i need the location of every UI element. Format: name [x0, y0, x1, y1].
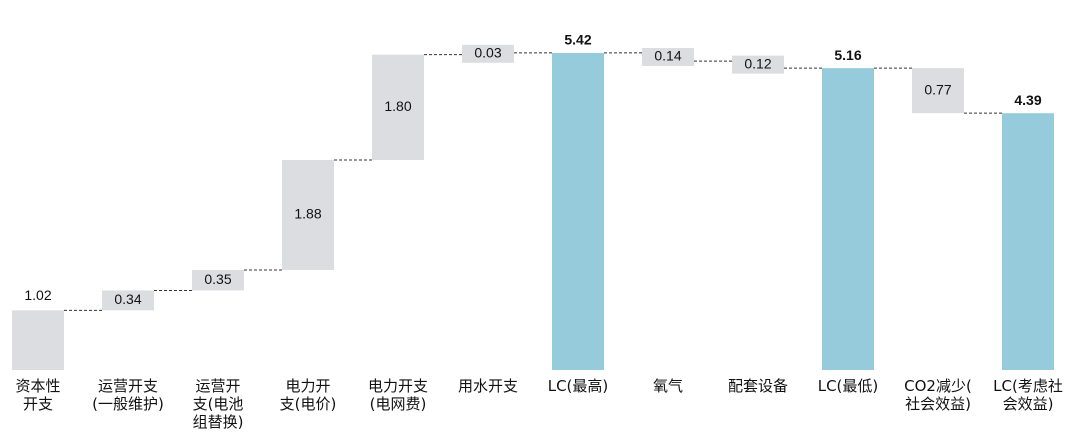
- x-tick-label: LC(考虑社 会效益): [993, 377, 1063, 413]
- bar: [192, 269, 244, 291]
- value-label: 0.14: [654, 48, 681, 64]
- bar: [552, 52, 604, 371]
- value-label: 0.12: [744, 55, 771, 71]
- x-tick-label: 氧气: [652, 377, 683, 395]
- value-label: 0.34: [114, 291, 141, 307]
- x-tick-label: 运营开支 (一般维护): [92, 377, 164, 413]
- label-box: [732, 55, 784, 74]
- label-box: [462, 44, 514, 63]
- bar: [102, 290, 154, 311]
- label-box: [642, 48, 694, 67]
- value-label: 1.80: [384, 98, 411, 114]
- value-label: 1.02: [24, 287, 51, 303]
- bar: [12, 310, 64, 370]
- bar: [372, 54, 424, 160]
- bar: [1002, 113, 1054, 370]
- x-tick-label: LC(最高): [547, 377, 609, 395]
- value-label: 5.16: [834, 47, 861, 63]
- x-tick-label: CO2减少( 社会效益): [904, 377, 972, 413]
- x-tick-label: 电力开支 (电网费): [367, 377, 428, 413]
- x-tick-label: 用水开支: [457, 377, 518, 395]
- value-label: 0.77: [924, 81, 951, 97]
- x-tick-label: 资本性 开支: [15, 377, 61, 413]
- x-tick-label: 配套设备: [727, 377, 788, 395]
- bar: [822, 68, 874, 370]
- value-label: 1.88: [294, 206, 321, 222]
- value-label: 4.39: [1014, 92, 1041, 108]
- x-tick-label: LC(最低): [817, 377, 879, 395]
- value-label: 0.35: [204, 271, 231, 287]
- x-tick-label: 运营开 支(电池 组替换): [192, 377, 244, 431]
- value-label: 5.42: [564, 32, 591, 48]
- bar: [912, 68, 964, 114]
- x-tick-label: 电力开 支(电价): [279, 377, 337, 413]
- bar: [282, 159, 334, 270]
- value-label: 0.03: [474, 45, 501, 61]
